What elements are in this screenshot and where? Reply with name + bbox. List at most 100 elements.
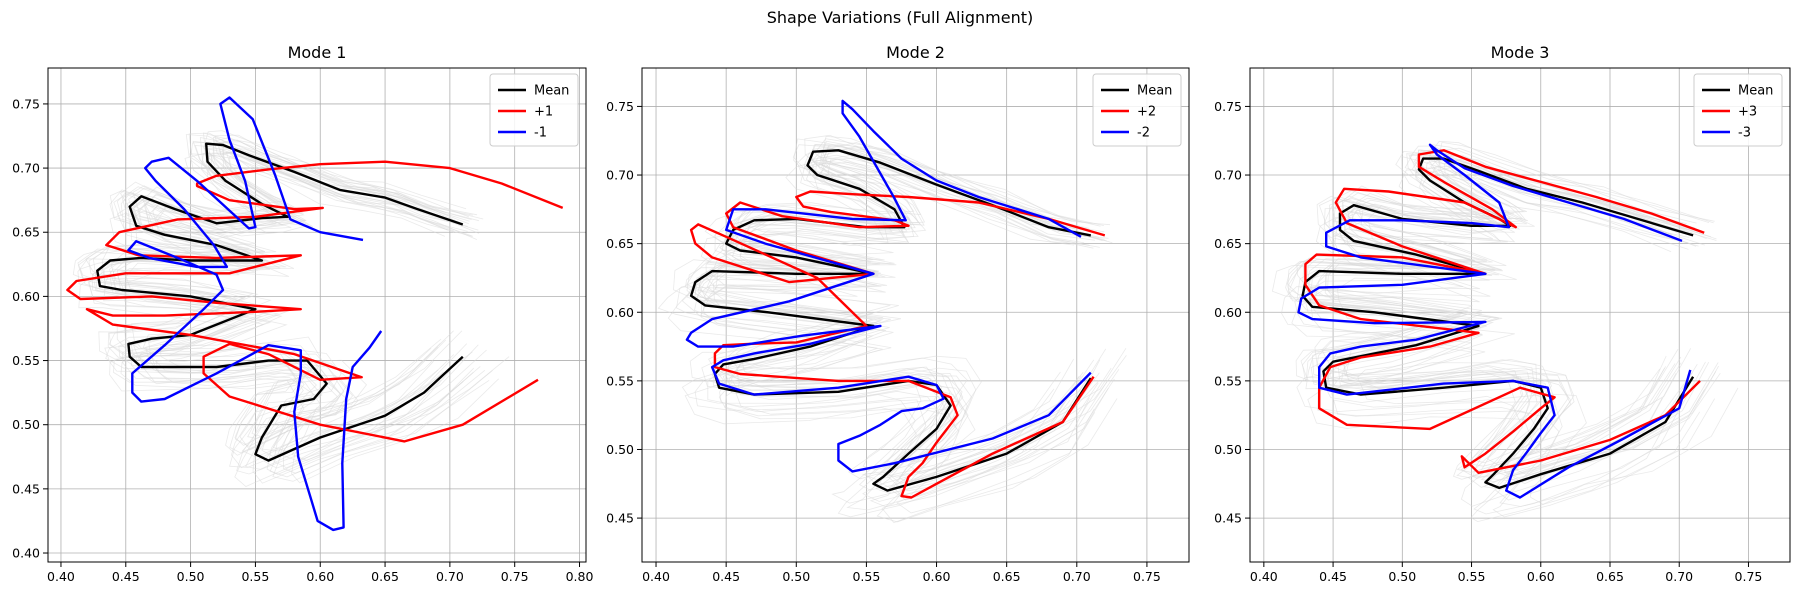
x-tick-label: 0.40 bbox=[642, 569, 670, 584]
background-shape bbox=[706, 142, 1120, 483]
y-tick-label: 0.65 bbox=[1214, 236, 1242, 251]
x-tick-label: 0.60 bbox=[306, 569, 334, 584]
series-lines bbox=[66, 96, 564, 532]
y-tick-label: 0.55 bbox=[1214, 373, 1242, 388]
x-tick-label: 0.40 bbox=[1250, 569, 1278, 584]
chart-panel-2: Mode 2 0.40 0.45 0.50 0.55 0.60 0.65 0.70 0.75 0.… bbox=[606, 43, 1190, 584]
y-tick-label: 0.45 bbox=[12, 481, 40, 496]
background-shape bbox=[1285, 153, 1684, 473]
background-shape bbox=[1271, 150, 1673, 480]
legend-label: +2 bbox=[1137, 105, 1156, 120]
background-shape bbox=[694, 158, 1090, 508]
x-tick-label: 0.65 bbox=[371, 569, 399, 584]
series-line-mean bbox=[689, 149, 1092, 492]
series-line-plus bbox=[689, 190, 1106, 499]
background-shape bbox=[1313, 144, 1721, 483]
x-tick-label: 0.50 bbox=[1388, 569, 1416, 584]
chart-panel-1: Mode 1 0.40 0.45 0.50 0.55 0.60 0.65 0.70 0.75 0.… bbox=[12, 43, 593, 584]
series-line-mean bbox=[1301, 157, 1695, 490]
background-shape bbox=[686, 159, 1090, 480]
background-shape bbox=[697, 140, 1111, 486]
chart-title: Mode 1 bbox=[288, 43, 347, 62]
x-tick-label: 0.60 bbox=[1527, 569, 1555, 584]
background-shape bbox=[72, 134, 450, 456]
y-tick-label: 0.70 bbox=[1214, 168, 1242, 183]
background-shape bbox=[77, 132, 446, 468]
series-line-minus bbox=[127, 96, 383, 532]
y-tick-label: 0.70 bbox=[606, 168, 634, 183]
y-tick-label: 0.55 bbox=[12, 353, 40, 368]
legend-label: -3 bbox=[1738, 126, 1751, 141]
background-shape bbox=[1307, 156, 1716, 507]
x-tick-label: 0.60 bbox=[923, 569, 951, 584]
legend-label: Mean bbox=[1738, 84, 1773, 99]
x-tick-label: 0.65 bbox=[1596, 569, 1624, 584]
x-tick-label: 0.70 bbox=[436, 569, 464, 584]
chart-title: Mode 2 bbox=[886, 43, 945, 62]
y-tick-label: 0.45 bbox=[606, 511, 634, 526]
x-tick-label: 0.75 bbox=[1735, 569, 1763, 584]
x-tick-label: 0.70 bbox=[1665, 569, 1693, 584]
background-shape bbox=[125, 151, 510, 461]
y-tick-label: 0.60 bbox=[606, 305, 634, 320]
series-lines bbox=[1297, 143, 1705, 499]
y-tick-label: 0.60 bbox=[1214, 305, 1242, 320]
y-tick-label: 0.40 bbox=[12, 546, 40, 561]
legend-label: +1 bbox=[534, 105, 553, 120]
legend-label: Mean bbox=[1137, 84, 1172, 99]
x-tick-label: 0.65 bbox=[993, 569, 1021, 584]
x-tick-label: 0.70 bbox=[1063, 569, 1091, 584]
series-line-minus bbox=[685, 99, 1092, 473]
legend-label: +3 bbox=[1738, 105, 1757, 120]
y-tick-label: 0.60 bbox=[12, 289, 40, 304]
axes-frame bbox=[1249, 67, 1791, 563]
background-shape bbox=[79, 137, 460, 469]
background-shape bbox=[1287, 145, 1692, 479]
background-shape bbox=[673, 138, 1078, 480]
chart-title: Mode 3 bbox=[1491, 43, 1550, 62]
series-lines bbox=[685, 99, 1106, 499]
legend-box bbox=[489, 73, 579, 147]
x-tick-label: 0.45 bbox=[712, 569, 740, 584]
x-tick-label: 0.55 bbox=[241, 569, 269, 584]
x-tick-label: 0.50 bbox=[177, 569, 205, 584]
legend: Mean +1 -1 bbox=[489, 73, 579, 147]
x-tick-label: 0.80 bbox=[566, 569, 594, 584]
background-shape bbox=[685, 143, 1093, 491]
y-tick-label: 0.70 bbox=[12, 161, 40, 176]
axes-frame bbox=[47, 67, 587, 563]
background-shape bbox=[77, 145, 455, 446]
series-line-minus bbox=[1297, 143, 1692, 499]
background-shape bbox=[702, 161, 1105, 524]
y-tick-label: 0.75 bbox=[1214, 99, 1242, 114]
x-tick-label: 0.50 bbox=[782, 569, 810, 584]
x-tick-label: 0.75 bbox=[501, 569, 529, 584]
background-shape bbox=[667, 162, 1085, 518]
x-tick-label: 0.55 bbox=[1458, 569, 1486, 584]
background-shape bbox=[103, 151, 473, 457]
series-line-plus bbox=[66, 160, 564, 443]
background-shape bbox=[1291, 174, 1699, 523]
background-shape bbox=[1302, 140, 1714, 467]
x-tick-label: 0.55 bbox=[852, 569, 880, 584]
series-line-mean bbox=[96, 142, 464, 462]
axes-frame bbox=[641, 67, 1190, 563]
background-shape bbox=[657, 159, 1075, 504]
background-shape bbox=[694, 156, 1100, 477]
legend: Mean +3 -3 bbox=[1693, 73, 1783, 147]
x-tick-label: 0.75 bbox=[1133, 569, 1161, 584]
figure-suptitle: Shape Variations (Full Alignment) bbox=[766, 8, 1034, 27]
legend-box bbox=[1693, 73, 1783, 147]
background-shape bbox=[109, 139, 481, 469]
y-tick-label: 0.75 bbox=[12, 96, 40, 111]
series-line-plus bbox=[1304, 149, 1705, 474]
background-shape bbox=[92, 136, 473, 470]
y-tick-label: 0.50 bbox=[606, 442, 634, 457]
chart-panel-3: Mode 3 0.40 0.45 0.50 0.55 0.60 0.65 0.70 0.75 0.… bbox=[1214, 43, 1791, 584]
background-shapes bbox=[1271, 140, 1739, 523]
legend-box bbox=[1092, 73, 1182, 147]
y-tick-label: 0.75 bbox=[606, 99, 634, 114]
legend-label: Mean bbox=[534, 84, 569, 99]
